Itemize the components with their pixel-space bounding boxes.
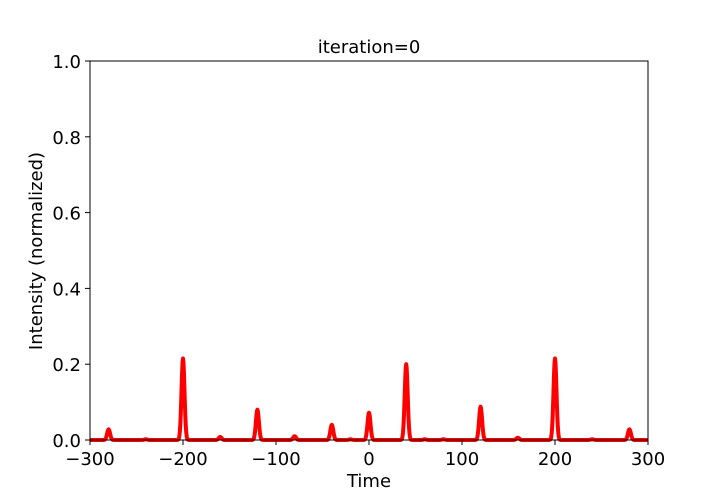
y-axis: 0.0 0.2 0.4 0.6 0.8 1.0 — [52, 52, 90, 452]
x-tick-label: 0 — [363, 449, 374, 470]
x-axis-title: Time — [346, 471, 391, 492]
y-tick-label: 0.4 — [52, 279, 81, 300]
x-tick-label: −100 — [251, 449, 300, 470]
chart-title: iteration=0 — [318, 37, 421, 58]
y-axis-title: Intensity (normalized) — [26, 152, 47, 350]
y-tick-label: 1.0 — [52, 52, 81, 73]
plot-frame — [89, 60, 649, 441]
x-tick-label: 300 — [631, 449, 665, 470]
y-tick-label: 0.6 — [52, 204, 81, 225]
x-tick-label: −300 — [65, 449, 114, 470]
y-tick-label: 0.0 — [52, 431, 81, 452]
y-tick-label: 0.8 — [52, 128, 81, 149]
x-axis: −300 −200 −100 0 100 200 300 — [65, 440, 665, 470]
series-line — [88, 356, 650, 442]
plot-area — [88, 356, 650, 442]
x-tick-label: 200 — [538, 449, 572, 470]
x-tick-label: 100 — [445, 449, 479, 470]
x-tick-label: −200 — [158, 449, 207, 470]
y-tick-label: 0.2 — [52, 355, 81, 376]
